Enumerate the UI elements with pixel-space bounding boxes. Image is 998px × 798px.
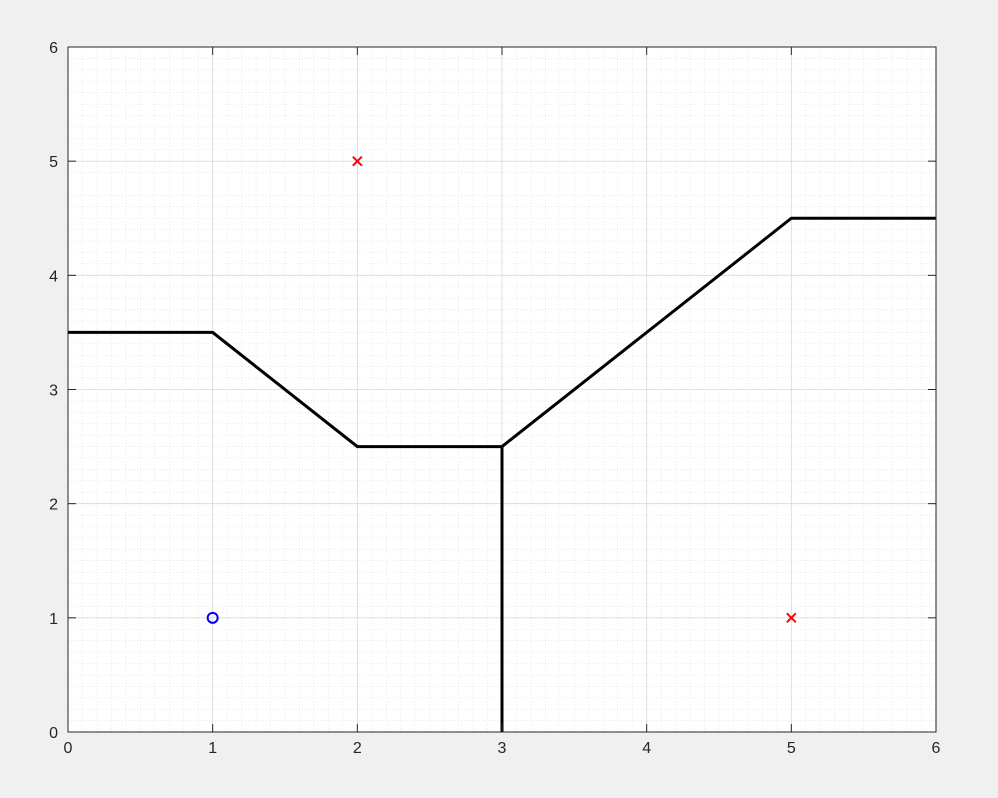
- x-tick-label: 4: [642, 740, 651, 757]
- y-tick-label: 2: [49, 497, 58, 514]
- cross-marker: [786, 612, 797, 624]
- circle-marker: [206, 611, 219, 624]
- cross-marker-stroke: [786, 612, 797, 624]
- plot-series: [68, 155, 936, 732]
- y-tick-label: 3: [49, 383, 58, 400]
- y-tick-label: 4: [49, 268, 58, 285]
- x-tick-label: 3: [498, 740, 507, 757]
- y-tick-label: 1: [49, 611, 58, 628]
- boundary-line-0: [68, 216, 936, 449]
- axis-ticks: [67, 46, 937, 733]
- x-tick-label: 2: [353, 740, 362, 757]
- x-tick-label: 6: [932, 740, 941, 757]
- cross-marker: [352, 155, 363, 167]
- y-tick-label: 0: [49, 725, 58, 742]
- x-tick-label: 5: [787, 740, 796, 757]
- x-tick-label: 0: [64, 740, 73, 757]
- y-axis-tick-labels: 0 1 2 3 4 5 6: [49, 40, 58, 742]
- x-tick-label: 1: [208, 740, 217, 757]
- y-tick-label: 5: [49, 154, 58, 171]
- cross-marker-stroke: [352, 155, 363, 167]
- y-tick-label: 6: [49, 40, 58, 57]
- x-axis-tick-labels: 0 1 2 3 4 5 6: [64, 740, 941, 757]
